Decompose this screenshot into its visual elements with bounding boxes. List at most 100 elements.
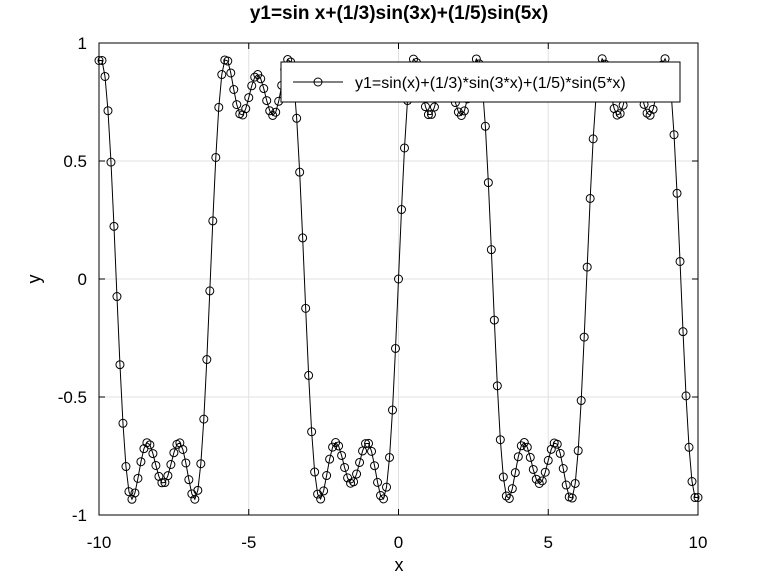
data-point bbox=[229, 85, 239, 94]
data-point bbox=[295, 167, 305, 177]
data-point bbox=[573, 446, 583, 456]
y-tick-label: 0 bbox=[78, 270, 87, 289]
data-point bbox=[247, 81, 257, 91]
data-point bbox=[361, 439, 371, 449]
data-point bbox=[301, 303, 311, 313]
data-point bbox=[121, 462, 131, 472]
data-point bbox=[214, 102, 224, 112]
data-point bbox=[397, 205, 406, 215]
data-point bbox=[124, 487, 134, 497]
y-tick-label: 1 bbox=[78, 34, 87, 53]
legend: y1=sin(x)+(1/3)*sin(3*x)+(1/5)*sin(5*x) bbox=[280, 61, 681, 103]
data-point bbox=[319, 486, 329, 496]
x-axis-label: x bbox=[395, 555, 404, 575]
data-point bbox=[265, 106, 275, 116]
data-point bbox=[199, 414, 209, 424]
data-point bbox=[399, 143, 409, 153]
data-point bbox=[130, 488, 140, 498]
data-point bbox=[579, 332, 589, 342]
x-tick-label: 5 bbox=[544, 533, 553, 552]
data-point bbox=[352, 469, 362, 479]
data-point bbox=[672, 188, 682, 198]
data-point bbox=[193, 485, 203, 495]
data-point bbox=[486, 245, 496, 255]
data-point bbox=[133, 473, 143, 483]
data-point bbox=[109, 221, 119, 231]
data-point bbox=[492, 381, 502, 391]
data-point bbox=[513, 452, 523, 462]
chart-title: y1=sin x+(1/3)sin(3x)+(1/5)sin(5x) bbox=[250, 3, 548, 24]
data-point bbox=[678, 327, 688, 337]
data-point bbox=[145, 440, 155, 450]
data-point bbox=[184, 475, 194, 485]
data-point bbox=[516, 441, 526, 451]
data-point bbox=[322, 471, 332, 481]
data-point bbox=[480, 121, 490, 131]
data-point bbox=[262, 96, 272, 106]
data-point bbox=[558, 464, 568, 473]
data-point bbox=[681, 391, 691, 401]
data-point bbox=[178, 444, 188, 454]
data-point bbox=[552, 439, 562, 449]
x-tick-label: -10 bbox=[87, 533, 112, 552]
data-point bbox=[208, 216, 218, 226]
data-point bbox=[136, 457, 146, 467]
data-point bbox=[648, 104, 658, 114]
data-point bbox=[226, 68, 236, 78]
data-point bbox=[100, 71, 110, 81]
data-point bbox=[190, 494, 200, 504]
data-point bbox=[501, 491, 511, 501]
data-point bbox=[687, 477, 697, 487]
data-point bbox=[106, 157, 116, 167]
data-point bbox=[504, 493, 514, 503]
data-point bbox=[507, 484, 517, 494]
data-point bbox=[561, 480, 571, 490]
data-point bbox=[163, 471, 173, 481]
data-point bbox=[519, 438, 529, 448]
data-point bbox=[166, 460, 176, 469]
data-point bbox=[394, 274, 403, 284]
data-point bbox=[223, 56, 233, 66]
data-point bbox=[489, 315, 499, 325]
data-point bbox=[370, 461, 380, 471]
data-point bbox=[157, 478, 167, 488]
data-point bbox=[456, 110, 466, 120]
data-point bbox=[669, 130, 679, 140]
data-point bbox=[528, 464, 538, 474]
x-tick-label: -5 bbox=[241, 533, 256, 552]
data-point bbox=[498, 472, 508, 482]
data-point bbox=[271, 107, 281, 117]
data-point bbox=[337, 450, 347, 460]
data-point bbox=[148, 449, 158, 459]
data-point bbox=[379, 494, 389, 504]
data-point bbox=[567, 493, 577, 503]
data-point bbox=[525, 452, 535, 462]
data-point bbox=[483, 178, 493, 188]
data-point bbox=[385, 452, 395, 462]
data-point bbox=[307, 427, 317, 437]
data-point bbox=[376, 491, 386, 501]
data-point bbox=[298, 233, 308, 243]
data-point bbox=[256, 74, 266, 84]
data-point bbox=[373, 477, 383, 487]
data-point bbox=[328, 442, 338, 452]
ticks: -10 -5 0 5 10 1 0.5 0 -0.5 -1 bbox=[58, 34, 708, 552]
data-point bbox=[429, 102, 439, 112]
data-point bbox=[205, 286, 215, 296]
data-point bbox=[684, 442, 694, 452]
data-point bbox=[217, 70, 227, 80]
legend-box bbox=[280, 61, 681, 103]
data-point bbox=[570, 478, 580, 488]
data-point bbox=[241, 104, 251, 114]
data-point bbox=[232, 100, 242, 110]
data-point bbox=[202, 355, 212, 365]
data-point bbox=[423, 110, 433, 120]
data-point bbox=[142, 438, 152, 448]
data-point bbox=[391, 343, 400, 353]
data-point bbox=[522, 442, 532, 452]
data-point bbox=[459, 106, 469, 116]
data-point bbox=[169, 448, 179, 458]
data-point bbox=[585, 193, 595, 203]
data-point bbox=[555, 448, 565, 458]
